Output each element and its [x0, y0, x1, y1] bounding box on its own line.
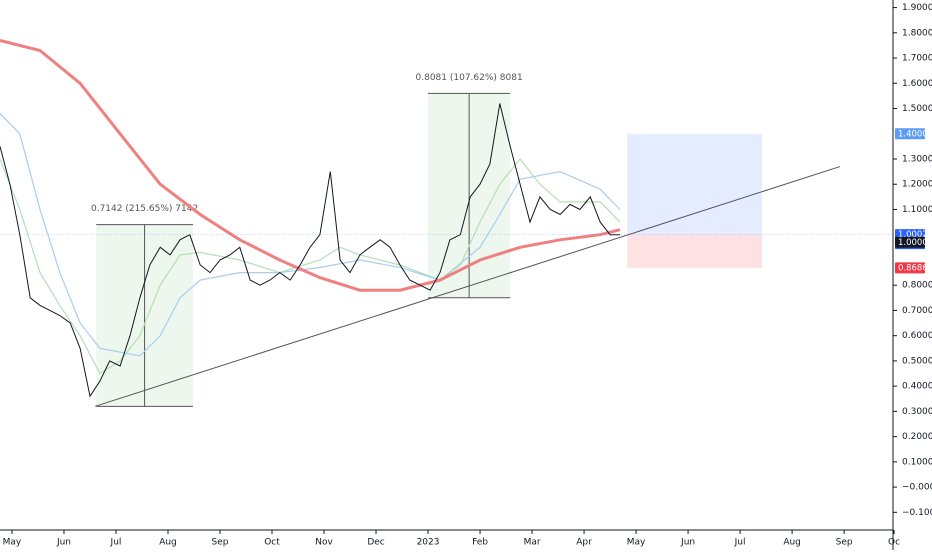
price-label: 0.8686: [898, 263, 928, 273]
y-tick-label: −0.0000: [902, 483, 932, 493]
series-line: [0, 113, 621, 357]
y-tick-label: 1.2000: [902, 180, 932, 190]
y-tick-label: −0.1000: [902, 508, 932, 518]
series-line: [0, 103, 620, 398]
price-label: 1.4000: [898, 129, 928, 139]
x-tick-label: May: [3, 538, 22, 548]
x-tick-label: Sep: [836, 538, 853, 548]
y-tick-label: 1.9000: [902, 3, 932, 13]
x-tick-label: Nov: [315, 538, 333, 548]
x-tick-label: Aug: [783, 538, 801, 548]
y-tick-label: 0.5000: [902, 356, 932, 366]
y-tick-label: 0.8000: [902, 281, 932, 291]
y-tick-label: 0.2000: [902, 432, 932, 442]
y-tick-label: 1.1000: [902, 205, 932, 215]
x-tick-label: Feb: [472, 538, 488, 548]
series-line: [0, 38, 621, 292]
y-tick-label: 0.7000: [902, 306, 932, 316]
y-tick-label: 1.3000: [902, 155, 932, 165]
position-stop-zone: [627, 234, 762, 268]
y-tick-label: 0.4000: [902, 382, 932, 392]
position-target-zone: [627, 133, 762, 235]
x-tick-label: Jun: [680, 538, 695, 548]
price-label-bg: [895, 236, 925, 248]
price-label: 1.0002: [898, 230, 928, 240]
x-tick-label: Jul: [734, 538, 746, 548]
y-tick-label: 0.6000: [902, 331, 932, 341]
x-tick-label: 2023: [417, 538, 440, 548]
x-tick-label: Jul: [110, 538, 122, 548]
x-tick-label: Jun: [56, 538, 71, 548]
measure-label: 0.8081 (107.62%) 8081: [416, 73, 523, 83]
series-line: [0, 158, 621, 375]
x-tick-label: Aug: [159, 538, 177, 548]
x-tick-label: Oc: [888, 538, 900, 548]
y-tick-label: 1.5000: [902, 104, 932, 114]
price-label-bg: [895, 262, 925, 274]
x-tick-label: Mar: [524, 538, 541, 548]
price-label: 1.0000: [898, 238, 928, 248]
y-tick-label: 0.1000: [902, 457, 932, 467]
x-tick-label: Apr: [576, 538, 592, 548]
x-tick-label: May: [627, 538, 646, 548]
y-tick-label: 1.8000: [902, 28, 932, 38]
x-tick-label: Oct: [264, 538, 280, 548]
y-tick-label: 1.6000: [902, 79, 932, 89]
y-tick-label: 1.7000: [902, 54, 932, 64]
measure-label: 0.7142 (215.65%) 7142: [91, 204, 198, 214]
price-label-bg: [895, 128, 925, 140]
x-tick-label: Dec: [367, 538, 384, 548]
trendline: [95, 166, 841, 407]
x-tick-label: Sep: [212, 538, 229, 548]
y-tick-label: 0.3000: [902, 407, 932, 417]
